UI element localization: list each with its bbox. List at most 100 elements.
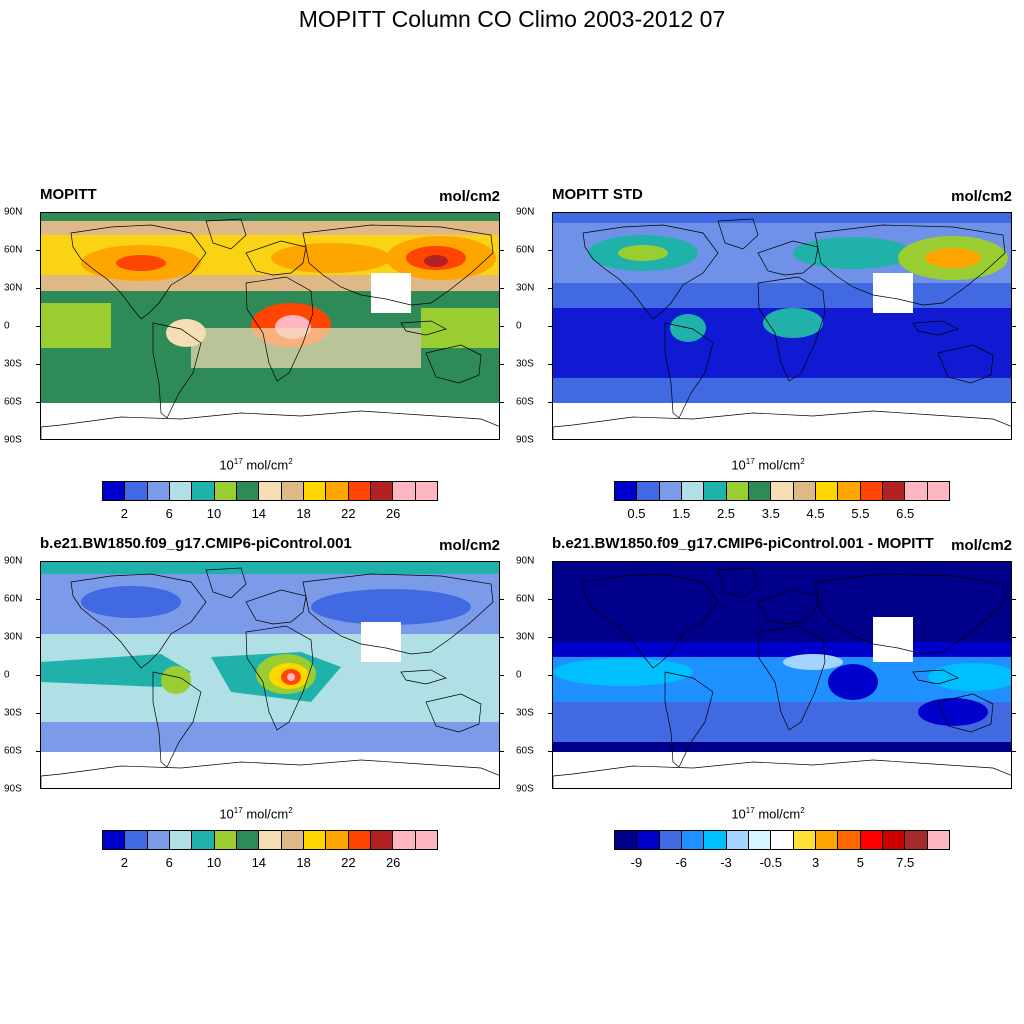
- lat-label: 60N: [516, 593, 535, 605]
- panel-model: b.e21.BW1850.f09_g17.CMIP6-piControl.001…: [0, 535, 512, 880]
- colorbar-box: [882, 831, 906, 849]
- panel-title: MOPITT STD: [552, 186, 643, 203]
- colorbar-tick-label: 26: [385, 855, 401, 870]
- lat-label: 0: [4, 669, 10, 681]
- lat-label: 30N: [4, 631, 23, 643]
- lat-label: 90S: [516, 783, 534, 795]
- panel-mopitt: MOPITT mol/cm2 90N 60N 30N 0 30S 60S 90S: [0, 186, 512, 531]
- colorbar-box: [103, 482, 126, 500]
- colorbar-box: [815, 831, 839, 849]
- map-mopitt-std: [552, 212, 1012, 440]
- colorbar-box: [615, 482, 638, 500]
- colorbar-box: [726, 482, 749, 500]
- colorbar-box: [236, 482, 260, 500]
- colorbar-box: [259, 482, 282, 500]
- colorbar: [614, 830, 950, 850]
- colorbar: [614, 481, 950, 501]
- lat-label: 30N: [516, 282, 535, 294]
- lat-label: 60S: [516, 396, 534, 408]
- colorbar-box: [281, 482, 304, 500]
- colorbar-box: [415, 831, 437, 849]
- colorbar-ticks: 0.5 1.5 2.5 3.5 4.5 5.5 6.5: [614, 506, 950, 522]
- colorbar-box: [793, 482, 816, 500]
- colorbar-box: [704, 831, 727, 849]
- colorbar-ticks: -9 -6 -3 -0.5 3 5 7.5: [614, 855, 950, 871]
- colorbar-box: [905, 482, 928, 500]
- colorbar-box: [214, 482, 237, 500]
- colorbar-box: [659, 831, 682, 849]
- colorbar-tick-label: 4.5: [806, 506, 825, 521]
- colorbar-tick-label: 22: [341, 506, 356, 521]
- panel-units: mol/cm2: [951, 537, 1012, 554]
- colorbar-units: 1017 mol/cm2: [219, 457, 293, 473]
- colorbar-box: [681, 482, 705, 500]
- lat-label: 30N: [4, 282, 23, 294]
- colorbar-tick-label: 22: [341, 855, 356, 870]
- panel-units: mol/cm2: [439, 537, 500, 554]
- colorbar-box: [192, 831, 215, 849]
- lat-label: 30S: [4, 358, 22, 370]
- lat-label: 0: [4, 320, 10, 332]
- colorbar-box: [681, 831, 705, 849]
- colorbar-box: [147, 482, 170, 500]
- colorbar-tick-label: 6.5: [896, 506, 915, 521]
- colorbar-box: [771, 482, 794, 500]
- colorbar-box: [303, 831, 327, 849]
- colorbar-tick-label: -9: [630, 855, 643, 870]
- lat-label: 30S: [516, 358, 534, 370]
- colorbar-tick-label: -3: [720, 855, 732, 870]
- colorbar-tick-label: 6: [165, 855, 173, 870]
- latitude-axis: 90N 60N 30N 0 30S 60S 90S: [0, 556, 40, 795]
- colorbar-tick-label: 26: [385, 506, 401, 521]
- colorbar: [102, 481, 438, 501]
- colorbar-box: [370, 831, 394, 849]
- panel-units: mol/cm2: [439, 188, 500, 205]
- colorbar-tick-label: -0.5: [759, 855, 782, 870]
- colorbar-box: [860, 831, 883, 849]
- colorbar-box: [393, 831, 416, 849]
- colorbar-tick-label: 1.5: [672, 506, 691, 521]
- panel-difference: b.e21.BW1850.f09_g17.CMIP6-piControl.001…: [512, 535, 1024, 880]
- colorbar-box: [637, 831, 660, 849]
- colorbar-box: [214, 831, 237, 849]
- colorbar-tick-label: 18: [296, 855, 311, 870]
- colorbar-box: [905, 831, 928, 849]
- panel-units: mol/cm2: [951, 188, 1012, 205]
- colorbar-tick-label: 6: [165, 506, 173, 521]
- latitude-axis: 90N 60N 30N 0 30S 60S 90S: [512, 556, 552, 795]
- colorbar-box: [125, 482, 148, 500]
- colorbar-tick-label: 3.5: [761, 506, 780, 521]
- colorbar-box: [793, 831, 816, 849]
- panel-title: MOPITT: [40, 186, 97, 203]
- lat-label: 0: [516, 669, 522, 681]
- colorbar-box: [393, 482, 416, 500]
- figure-title: MOPITT Column CO Climo 2003-2012 07: [298, 6, 726, 32]
- lat-label: 90N: [516, 555, 535, 567]
- lat-label: 60N: [516, 244, 535, 256]
- colorbar-box: [326, 831, 349, 849]
- colorbar-units: 1017 mol/cm2: [731, 457, 805, 473]
- colorbar-tick-label: 2: [120, 855, 129, 870]
- lat-label: 90S: [4, 783, 22, 795]
- lat-label: 30N: [516, 631, 535, 643]
- colorbar-box: [748, 482, 772, 500]
- colorbar-box: [860, 482, 883, 500]
- colorbar-tick-label: 5.5: [851, 506, 870, 521]
- colorbar-tick-label: 3: [811, 855, 820, 870]
- colorbar-box: [771, 831, 794, 849]
- panel-title: b.e21.BW1850.f09_g17.CMIP6-piControl.001: [40, 535, 352, 552]
- colorbar-ticks: 2 6 10 14 18 22 26: [102, 506, 438, 522]
- colorbar-box: [748, 831, 772, 849]
- colorbar-tick-label: 2.5: [716, 506, 736, 521]
- lat-label: 30S: [516, 707, 534, 719]
- colorbar-box: [726, 831, 749, 849]
- colorbar-box: [370, 482, 394, 500]
- map-model: [40, 561, 500, 789]
- colorbar-box: [637, 482, 660, 500]
- colorbar-box: [348, 482, 371, 500]
- colorbar-box: [326, 482, 349, 500]
- colorbar-box: [303, 482, 327, 500]
- colorbar-box: [838, 831, 861, 849]
- panel-title: b.e21.BW1850.f09_g17.CMIP6-piControl.001…: [552, 535, 934, 552]
- colorbar-units: 1017 mol/cm2: [731, 806, 805, 822]
